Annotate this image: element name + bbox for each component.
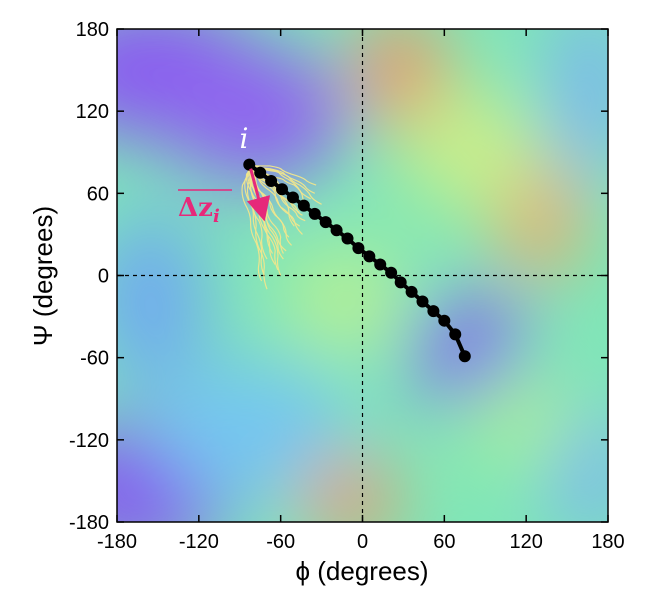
y-tick-label: 0 xyxy=(98,266,109,288)
drift-arrow-layer xyxy=(246,168,271,222)
path-point xyxy=(449,328,462,341)
x-tick-label: -60 xyxy=(266,531,295,553)
x-tick-label: 0 xyxy=(357,531,368,553)
axis-ticks: -180 -120 -60 0 60 120 180 -180 -120 -60 0 60 120 180 xyxy=(69,19,625,553)
drift-arrow xyxy=(246,168,271,222)
path-point xyxy=(416,295,429,308)
path-point xyxy=(363,250,376,263)
x-tick-label: -180 xyxy=(97,531,137,553)
y-tick-label: 60 xyxy=(87,183,109,205)
start-point-label: i xyxy=(240,122,249,155)
svg-text:Δzi: Δzi xyxy=(178,193,220,227)
trajectory-line xyxy=(249,163,317,186)
path-point xyxy=(254,166,267,179)
drift-label: Δzi xyxy=(178,189,232,227)
x-tick-label: -120 xyxy=(179,531,219,553)
x-tick-label: 120 xyxy=(509,531,542,553)
trajectory-line xyxy=(246,164,268,290)
free-energy-heatmap xyxy=(117,29,608,522)
path-point xyxy=(276,183,289,196)
drift-label-base: Δz xyxy=(178,193,213,223)
path-point xyxy=(297,199,310,212)
x-tick-label: 60 xyxy=(433,531,455,553)
y-tick-label: -120 xyxy=(69,430,109,452)
x-axis-title: ϕ (degrees) xyxy=(295,556,428,586)
path-point xyxy=(341,232,354,245)
y-tick-label: -60 xyxy=(80,348,109,370)
drift-label-subscript: i xyxy=(213,206,220,227)
trajectory-line xyxy=(241,164,263,282)
y-tick-label: 180 xyxy=(76,19,109,41)
y-tick-label: -180 xyxy=(69,512,109,534)
path-point xyxy=(265,175,278,188)
x-tick-label: 180 xyxy=(591,531,624,553)
path-point xyxy=(394,276,407,289)
y-tick-label: 120 xyxy=(76,101,109,123)
path-point xyxy=(243,158,256,171)
string-path xyxy=(243,158,471,363)
path-point xyxy=(458,350,471,363)
y-axis-title: Ψ (degrees) xyxy=(28,206,58,346)
path-point xyxy=(319,216,332,229)
path-point xyxy=(405,285,418,298)
path-point xyxy=(385,266,398,279)
path-point xyxy=(374,258,387,271)
trajectory-line xyxy=(248,164,303,235)
path-point xyxy=(330,224,343,237)
path-point xyxy=(438,314,451,327)
path-point xyxy=(427,305,440,318)
path-point xyxy=(352,242,365,255)
path-point xyxy=(286,191,299,204)
path-point xyxy=(308,207,321,220)
